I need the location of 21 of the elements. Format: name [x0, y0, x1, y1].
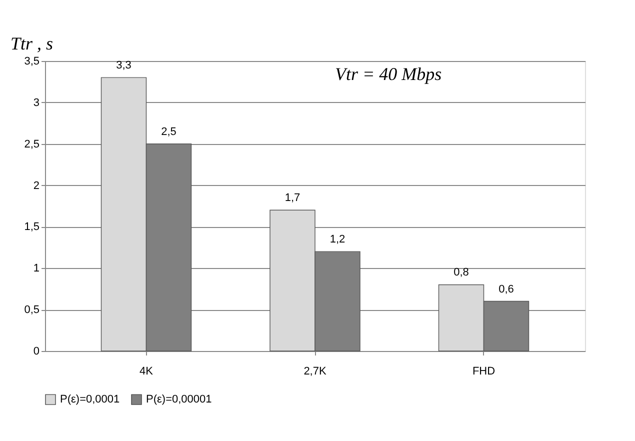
data-label: 0,6 — [498, 283, 514, 296]
y-tick-label: 1,5 — [24, 221, 40, 234]
data-label: 3,3 — [116, 60, 132, 72]
y-tick-label: 0 — [33, 346, 40, 358]
annotation: Vtr = 40 Mbps — [335, 64, 442, 84]
data-label: 0,8 — [454, 266, 469, 279]
y-tick-label: 0,5 — [24, 304, 40, 316]
legend-label: P(ε)=0,00001 — [146, 394, 212, 406]
y-tick-label: 1 — [33, 262, 40, 275]
x-tick-label: FHD — [472, 366, 496, 378]
y-tick-label: 2 — [33, 180, 40, 192]
x-tick-label: 2,7K — [304, 366, 327, 378]
x-tick-label: 4K — [140, 366, 154, 378]
data-label: 2,5 — [161, 126, 176, 138]
y-tick-label: 2,5 — [24, 138, 40, 150]
y-tick-label: 3,5 — [24, 56, 40, 68]
legend-label: P(ε)=0,0001 — [60, 394, 120, 406]
y-tick-label: 3 — [33, 96, 40, 109]
data-label: 1,7 — [284, 192, 300, 204]
y-axis-title: Ttr , s — [10, 34, 54, 54]
data-label: 1,2 — [330, 234, 346, 246]
